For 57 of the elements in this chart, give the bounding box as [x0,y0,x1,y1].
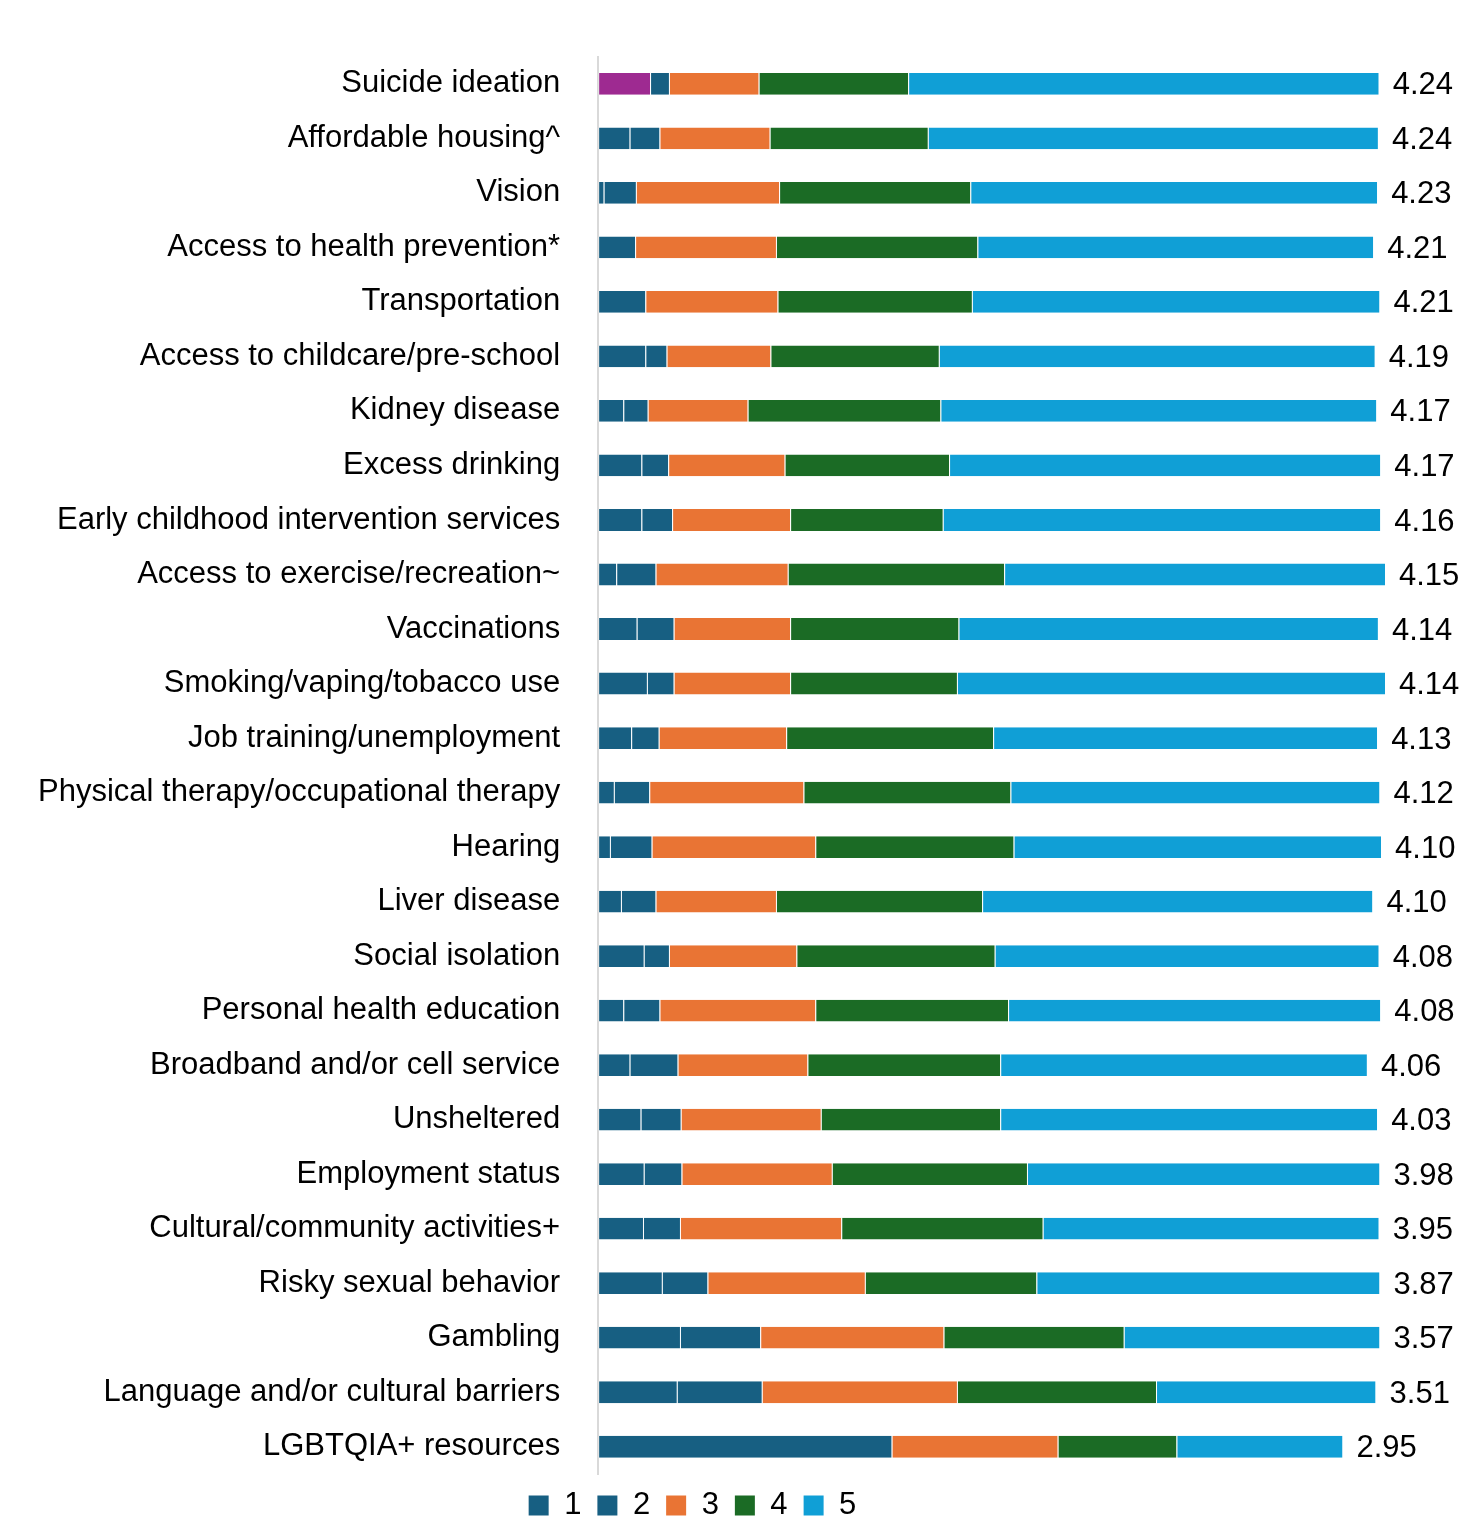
y-tick-label: Access to health prevention* [167,227,561,263]
legend-label: 3 [701,1486,719,1522]
text: 4.08 [1392,938,1454,974]
y-tick-label: Access to childcare/pre-school [139,336,561,372]
y-tick-label: Access to exercise/recreation~ [137,555,561,591]
text: 3.51 [1389,1374,1450,1410]
y-tick-label: Language and/or cultural barriers [103,1372,561,1408]
text: 4.16 [1394,502,1455,538]
y-tick-label: Transportation [361,282,561,318]
text: 4.14 [1391,611,1453,647]
y-tick-label: Social isolation [353,936,561,972]
text: 4.10 [1386,884,1447,920]
text: 4.12 [1393,775,1454,811]
annotation: 2.95 [1356,1429,1417,1465]
y-tick-label: Smoking/vaping/tobacco use [163,664,561,700]
y-tick-label: Hearing [451,827,561,863]
y-tick-label: Kidney disease [349,391,561,427]
y-tick-label: LGBTQIA+ resources [262,1427,561,1463]
text: 3.95 [1392,1211,1454,1247]
text: 4.03 [1391,1102,1452,1138]
y-tick-label: Broadband and/or cell service [150,1045,561,1081]
y-tick-label: Job training/unemployment [187,718,561,754]
text: 4.24 [1391,120,1453,156]
text: 3.87 [1393,1265,1454,1301]
legend-label: 2 [632,1486,651,1522]
text: 4.24 [1392,66,1454,102]
y-tick-label: Liver disease [377,882,561,918]
y-tick-label: Unsheltered [392,1100,561,1136]
y-tick-label: Personal health education [201,991,561,1027]
y-tick-label: Excess drinking [343,446,561,482]
text: 4.08 [1394,993,1455,1029]
y-tick-label: Risky sexual behavior [258,1263,561,1299]
text: 4.21 [1393,284,1454,320]
text: 4.19 [1388,338,1450,374]
legend-label: 1 [564,1486,582,1522]
annotation: 4.06 [1380,1047,1442,1083]
y-tick-label: Cultural/community activities+ [149,1209,561,1245]
y-tick-label: Vision [476,173,561,209]
y-tick-label: Employment status [296,1154,561,1190]
text: 3.98 [1393,1156,1454,1192]
text: 4.23 [1391,175,1452,211]
legend-label: 4 [770,1486,788,1522]
y-tick-label: Gambling [427,1318,561,1354]
y-tick-label: Physical therapy/occupational therapy [37,773,561,809]
text: 4.14 [1399,666,1460,702]
y-tick-label: Vaccinations [386,609,561,645]
y-tick-label: Early childhood intervention services [56,500,561,536]
text: 4.15 [1399,557,1460,593]
y-tick-label: Affordable housing^ [287,118,561,154]
text: 4.13 [1391,720,1452,756]
text: 4.10 [1395,829,1456,865]
text: 4.17 [1390,393,1451,429]
text: 4.17 [1394,448,1455,484]
y-tick-label: Suicide ideation [341,64,561,100]
text: 3.57 [1393,1320,1454,1356]
legend-label: 5 [839,1486,857,1522]
text: 4.21 [1387,229,1448,265]
